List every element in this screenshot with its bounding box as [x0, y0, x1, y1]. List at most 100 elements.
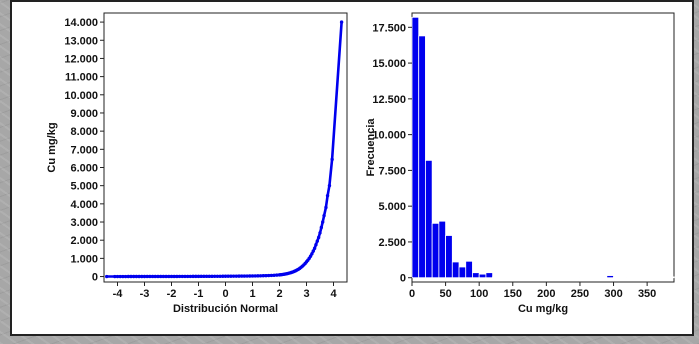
data-point	[123, 274, 128, 279]
histogram-bar	[586, 276, 594, 279]
histogram-bar	[666, 276, 675, 279]
data-trail	[106, 22, 343, 278]
histogram-bar	[445, 235, 453, 279]
data-point	[242, 274, 247, 278]
data-point	[121, 274, 125, 279]
data-point	[330, 157, 334, 162]
data-point	[137, 274, 141, 279]
histogram-bar	[418, 35, 426, 279]
data-point	[312, 246, 317, 251]
x-axis-title: Distribución Normal	[173, 303, 278, 315]
histogram-bar	[492, 276, 500, 279]
y-tick-label: 7.000	[70, 144, 98, 156]
histogram-bar	[478, 273, 487, 279]
y-tick-label: 4.000	[70, 199, 98, 211]
plot-area	[103, 12, 348, 283]
data-point	[324, 205, 328, 210]
histogram-bar	[465, 260, 473, 279]
y-tick-label: 12.000	[64, 53, 98, 65]
y-tick-label: 0	[92, 272, 98, 284]
y-tick-label: 7.500	[378, 165, 406, 177]
histogram-bar	[458, 266, 467, 279]
data-point	[315, 239, 319, 243]
data-point	[204, 274, 209, 279]
data-point	[248, 274, 252, 278]
data-point	[150, 274, 155, 279]
histogram-bar	[505, 276, 514, 279]
histogram-bar	[579, 276, 588, 279]
data-point	[105, 274, 109, 279]
data-point	[215, 274, 220, 278]
data-point	[314, 243, 318, 247]
data-point	[237, 274, 241, 278]
histogram-bar	[552, 276, 561, 279]
data-point	[191, 274, 195, 279]
histogram-bar	[532, 276, 541, 279]
histogram-bar	[660, 276, 668, 279]
y-tick-label: 0	[400, 273, 406, 285]
data-point	[253, 274, 257, 278]
data-point	[161, 274, 166, 279]
y-tick-label: 3.000	[70, 217, 98, 229]
data-point	[250, 274, 255, 278]
histogram-bar	[626, 276, 635, 279]
data-point	[223, 274, 228, 278]
x-tick-label: -1	[194, 288, 204, 300]
data-point	[234, 274, 238, 278]
data-point	[310, 252, 314, 256]
histogram: 0 2.500 5.000 7.500 10.000 12.500 15.000 17.500…	[365, 12, 675, 315]
data-point	[327, 183, 332, 188]
data-point	[207, 274, 211, 279]
data-point	[134, 274, 139, 279]
data-point	[196, 274, 201, 279]
data-point	[218, 274, 222, 278]
data-point	[258, 274, 263, 278]
x-tick-label: 200	[537, 288, 555, 300]
data-point	[213, 274, 217, 279]
y-tick-label: 13.000	[64, 35, 98, 47]
data-point	[186, 274, 190, 279]
figure-panel: 0 1.000 2.000 3.000 4.000 5.000 6.000 7.000 8.00…	[10, 0, 694, 336]
x-axis-title: Cu mg/kg	[518, 303, 568, 315]
histogram-bar	[599, 276, 608, 279]
data-point	[264, 273, 268, 278]
histogram-bar	[619, 276, 628, 279]
data-point	[226, 274, 230, 278]
histogram-bar	[539, 276, 547, 279]
data-point	[126, 274, 130, 279]
data-point	[321, 220, 325, 224]
data-point	[153, 274, 157, 279]
data-point	[194, 274, 198, 279]
histogram-bar	[613, 276, 621, 279]
data-point	[325, 193, 330, 198]
y-tick-label: 11.000	[65, 72, 98, 84]
data-point	[169, 274, 174, 279]
data-point	[177, 274, 182, 279]
histogram-bar	[646, 276, 655, 279]
data-point	[113, 274, 117, 279]
figure-canvas: 0 1.000 2.000 3.000 4.000 5.000 6.000 7.000 8.00…	[46, 12, 675, 315]
x-tick-label: 300	[604, 288, 622, 300]
histogram-bar	[640, 276, 648, 279]
data-point	[159, 274, 163, 279]
data-point	[167, 274, 171, 279]
data-point	[240, 274, 244, 278]
data-point	[221, 274, 225, 278]
data-point	[115, 274, 120, 279]
data-point	[202, 274, 206, 279]
data-point	[210, 274, 214, 279]
data-point	[318, 231, 322, 235]
data-point	[267, 273, 271, 278]
histogram-bar	[519, 276, 527, 279]
y-tick-label: 10.000	[372, 130, 406, 142]
data-point	[140, 274, 144, 279]
y-tick-label: 1.000	[70, 253, 98, 265]
data-point	[339, 20, 344, 24]
histogram-bar	[431, 222, 440, 279]
data-point	[172, 274, 176, 279]
histogram-bar	[438, 220, 446, 279]
data-point	[129, 274, 133, 279]
y-tick-label: 10.000	[64, 90, 98, 102]
histogram-bar	[633, 276, 641, 279]
data-point	[319, 225, 324, 230]
